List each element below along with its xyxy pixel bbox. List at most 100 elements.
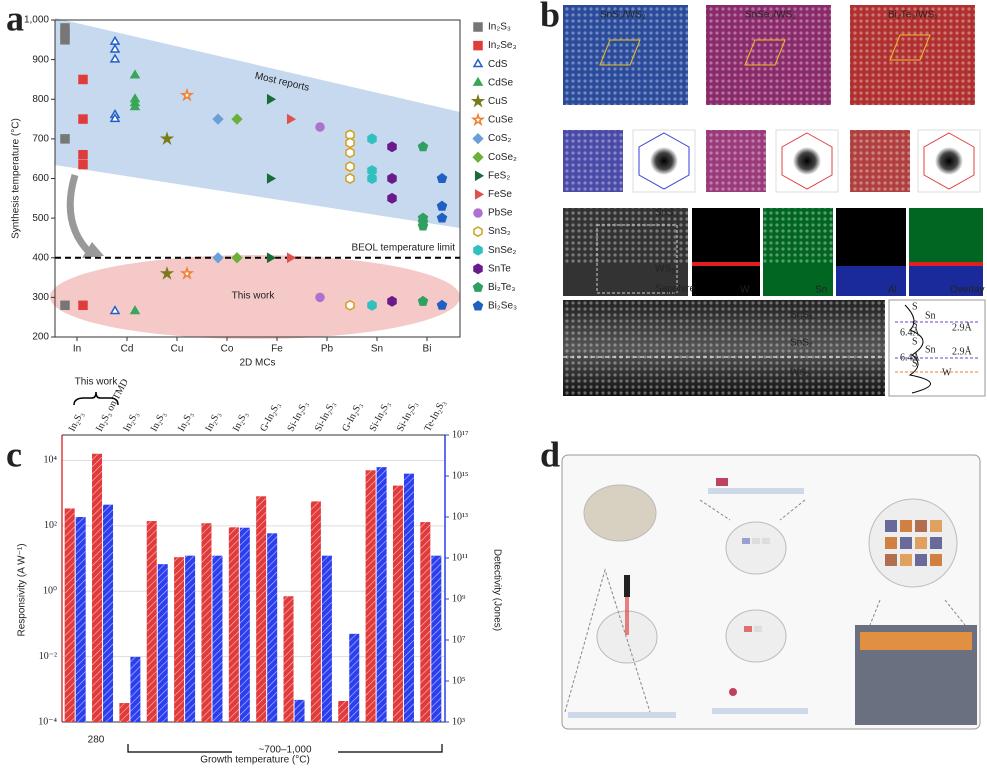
bar-hatch (212, 555, 223, 722)
y-tick-label: 400 (32, 252, 49, 263)
arrow-head (82, 242, 104, 258)
x-tick-label: In (73, 344, 81, 355)
data-point (367, 133, 377, 145)
bar-hatch (130, 656, 141, 722)
data-point (266, 173, 277, 184)
legend-marker (472, 300, 484, 311)
eds-label: Sn (815, 285, 827, 296)
x-tick-label: In₂S₃ (149, 410, 169, 434)
legend-label: In₂Se₃ (488, 40, 517, 51)
data-point (179, 87, 195, 102)
data-point (212, 113, 224, 125)
bar-hatch (92, 453, 103, 722)
profile-label: Sn (925, 310, 936, 321)
bar-hatch (392, 485, 403, 722)
data-point (436, 299, 448, 310)
bar-hatch (376, 467, 387, 722)
brace (73, 391, 119, 406)
bar-hatch (349, 633, 360, 722)
bar-hatch (146, 521, 157, 722)
y-tick-label: 10⁰ (43, 586, 57, 597)
x-tick-label: Si-In₂S₃ (286, 400, 311, 434)
legend-label: CoSe₂ (488, 152, 517, 163)
y-tick-label: 700 (32, 134, 49, 145)
legend-marker (470, 93, 486, 108)
x-tick-label: In₂S₃ (203, 410, 223, 434)
x-tick-label: Cd (121, 344, 134, 355)
x-axis-title: 2D MCs (239, 358, 275, 369)
bar-hatch (267, 533, 278, 722)
legend-label: PbSe (488, 208, 513, 219)
legend-label: FeSe (488, 189, 512, 200)
bar-hatch (321, 555, 332, 722)
eds-label: WS₂ (655, 264, 675, 275)
bar-hatch (174, 557, 185, 722)
data-point (387, 295, 397, 307)
x-tick-label: Si-In₂S₃ (368, 400, 393, 434)
bar-hatch (201, 523, 212, 722)
limit-label: BEOL temperature limit (351, 242, 455, 253)
legend-label: CoS₂ (488, 133, 511, 144)
annotation-bg (232, 742, 338, 758)
profile-label: 6.4Å (900, 351, 921, 363)
data-point (78, 114, 88, 124)
data-point (266, 93, 277, 105)
x-tick-label: Te-In₂S₃ (422, 398, 448, 433)
x-tick-label: Co (221, 344, 234, 355)
data-point (212, 252, 224, 264)
data-point (286, 113, 297, 125)
atomic-images (563, 5, 981, 193)
data-point (159, 131, 175, 146)
annotation: 280 (88, 735, 105, 746)
data-point (345, 299, 355, 311)
stem-label: SnS₂ (790, 310, 813, 321)
data-point (387, 173, 397, 184)
x-tick-label: Pb (321, 344, 334, 355)
data-point (78, 149, 88, 160)
bar-hatch (185, 555, 196, 722)
bar-hatch (283, 596, 294, 722)
data-point (315, 292, 325, 303)
profile-label: 2.9Å (952, 345, 973, 357)
profile-label: S (912, 301, 918, 312)
data-point (109, 43, 121, 53)
data-point (387, 192, 397, 204)
data-point (417, 220, 429, 231)
bar-hatch (420, 522, 431, 722)
data-point (417, 141, 429, 152)
arrow (66, 173, 95, 258)
y-tick-label: 600 (32, 173, 49, 184)
eds-maps (563, 208, 983, 296)
data-point (78, 74, 88, 85)
y-tick-label: 300 (32, 292, 49, 303)
bar-hatch (310, 501, 321, 722)
y-axis-title: Responsivity (A W⁻¹) (17, 543, 28, 636)
data-point (60, 35, 70, 45)
legend-marker (472, 58, 484, 68)
panel-label: b (540, 0, 560, 34)
profile-label: S (912, 352, 918, 363)
this-work-region (50, 255, 460, 339)
legend-label: FeS₂ (488, 170, 510, 181)
y-tick-label: 10² (44, 520, 57, 531)
data-point (345, 147, 355, 159)
x-tick-label: G-In₂S₃ (340, 401, 364, 434)
bar-hatch (103, 504, 114, 722)
legend-label: SnSe₂ (488, 245, 516, 256)
x-tick-label: G-In₂S₃ (258, 401, 282, 434)
bar-hatch (365, 470, 376, 722)
data-point (109, 305, 121, 315)
legend-label: SnS₂ (488, 226, 511, 237)
bar-hatch (157, 564, 168, 722)
legend-label: CdS (488, 59, 508, 70)
x-tick-label: In₂S₃ (67, 410, 87, 434)
profile-label: S (912, 319, 918, 330)
eds-label: W (740, 285, 750, 296)
panel-label: c (6, 434, 22, 474)
profile-label: S (912, 336, 918, 347)
legend-marker (473, 22, 483, 32)
legend-marker (472, 151, 484, 163)
stem-label: SnS₂ (790, 338, 813, 349)
y2-tick-label: 10⁵ (452, 675, 466, 686)
y2-axis-title: Detectivity (Jones) (491, 549, 502, 631)
